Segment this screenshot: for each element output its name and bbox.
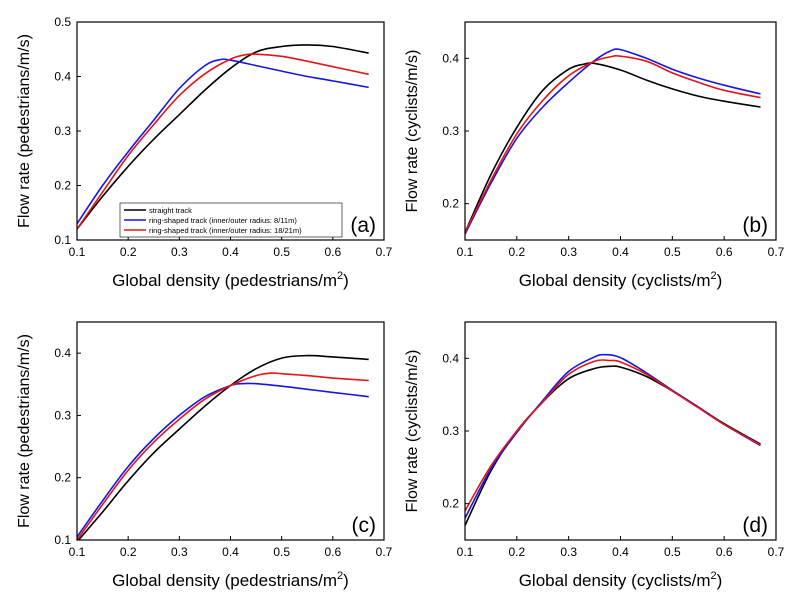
series-line-2: [77, 53, 369, 230]
x-tick-label: 0.2: [120, 545, 137, 559]
y-tick-label: 0.3: [442, 424, 459, 438]
x-tick-label: 0.1: [457, 245, 474, 259]
series-line-0: [465, 62, 761, 234]
panel-label: (b): [742, 214, 768, 237]
x-axis-label: Global density (cyclists/m2): [519, 270, 723, 290]
x-axis-label: Global density (pedestrians/m2): [112, 270, 349, 290]
x-tick-label: 0.4: [222, 545, 239, 559]
legend-entry: ring-shaped track (inner/outer radius: 8…: [149, 216, 297, 225]
series-line-0: [77, 44, 369, 230]
chart-panel-1: 0.1 0.2 0.3 0.4 0.5 0.6 0.7 0.2 0.3 0.4 Global den…: [404, 21, 785, 290]
y-tick-label: 0.2: [442, 197, 459, 211]
x-tick-label: 0.3: [560, 245, 577, 259]
y-tick-label: 0.2: [54, 179, 71, 193]
x-tick-label: 0.7: [376, 245, 393, 259]
panel-label: (c): [352, 514, 377, 537]
x-tick-label: 0.7: [768, 545, 785, 559]
x-tick-label: 0.7: [376, 545, 393, 559]
x-tick-label: 0.1: [69, 545, 86, 559]
x-axis-label: Global density (pedestrians/m2): [112, 570, 349, 590]
series-line-2: [465, 359, 761, 512]
y-tick-label: 0.2: [442, 497, 459, 511]
x-tick-label: 0.2: [508, 245, 525, 259]
x-tick-label: 0.4: [612, 245, 629, 259]
series-line-1: [465, 353, 761, 519]
x-axis-label: Global density (cyclists/m2): [519, 570, 723, 590]
y-axis-label: Flow rate (cyclists/m/s): [404, 50, 421, 213]
legend-box: [119, 202, 343, 238]
x-tick-label: 0.1: [69, 245, 86, 259]
x-tick-label: 0.6: [716, 545, 733, 559]
x-tick-label: 0.2: [508, 545, 525, 559]
series-line-1: [77, 382, 369, 538]
legend-entry: straight track: [149, 206, 192, 215]
panel-label: (a): [350, 214, 376, 237]
x-tick-label: 0.7: [768, 245, 785, 259]
y-tick-label: 0.5: [54, 15, 71, 29]
x-tick-label: 0.5: [664, 245, 681, 259]
panel-label: (d): [742, 514, 768, 537]
y-tick-label: 0.3: [54, 408, 71, 422]
x-tick-label: 0.4: [222, 245, 239, 259]
y-tick-label: 0.2: [54, 471, 71, 485]
x-tick-label: 0.3: [560, 545, 577, 559]
chart-panel-3: 0.1 0.2 0.3 0.4 0.5 0.6 0.7 0.2 0.3 0.4 Global den…: [404, 321, 785, 590]
series-line-1: [465, 48, 761, 235]
x-tick-label: 0.4: [612, 545, 629, 559]
x-tick-label: 0.3: [171, 245, 188, 259]
chart-panel-2: 0.1 0.2 0.3 0.4 0.5 0.6 0.7 0.1 0.2 0.3 0.4 Global …: [16, 321, 393, 590]
y-tick-label: 0.4: [54, 346, 71, 360]
y-axis-label: Flow rate (cyclists/m/s): [404, 350, 421, 513]
legend-entry: ring-shaped track (inner/outer radius: 1…: [149, 226, 302, 235]
y-tick-label: 0.4: [54, 70, 71, 84]
x-tick-label: 0.6: [324, 545, 341, 559]
y-tick-label: 0.3: [442, 124, 459, 138]
x-tick-label: 0.3: [171, 545, 188, 559]
x-tick-label: 0.1: [457, 545, 474, 559]
series-line-1: [77, 58, 369, 225]
x-tick-label: 0.5: [273, 245, 290, 259]
chart-panel-0: 0.1 0.2 0.3 0.4 0.5 0.6 0.7 0.1 0.2 0.3 0.4 0.5 Glob…: [16, 15, 393, 290]
plot-frame: [464, 321, 777, 541]
y-axis-label: Flow rate (pedestrians/m/s): [16, 34, 33, 228]
y-tick-label: 0.1: [54, 533, 71, 547]
series-line-2: [465, 55, 761, 234]
x-tick-label: 0.6: [716, 245, 733, 259]
y-tick-label: 0.1: [54, 233, 71, 247]
x-tick-label: 0.5: [273, 545, 290, 559]
series-line-0: [77, 354, 369, 540]
y-tick-label: 0.4: [442, 51, 459, 65]
series-line-2: [77, 372, 369, 540]
y-tick-label: 0.3: [54, 124, 71, 138]
y-axis-label: Flow rate (pedestrians/m/s): [16, 334, 33, 528]
series-line-0: [465, 365, 761, 526]
x-tick-label: 0.2: [120, 245, 137, 259]
y-tick-label: 0.4: [442, 351, 459, 365]
x-tick-label: 0.5: [664, 545, 681, 559]
x-tick-label: 0.6: [324, 245, 341, 259]
plot-frame: [464, 21, 777, 241]
plot-frame: [76, 321, 385, 541]
